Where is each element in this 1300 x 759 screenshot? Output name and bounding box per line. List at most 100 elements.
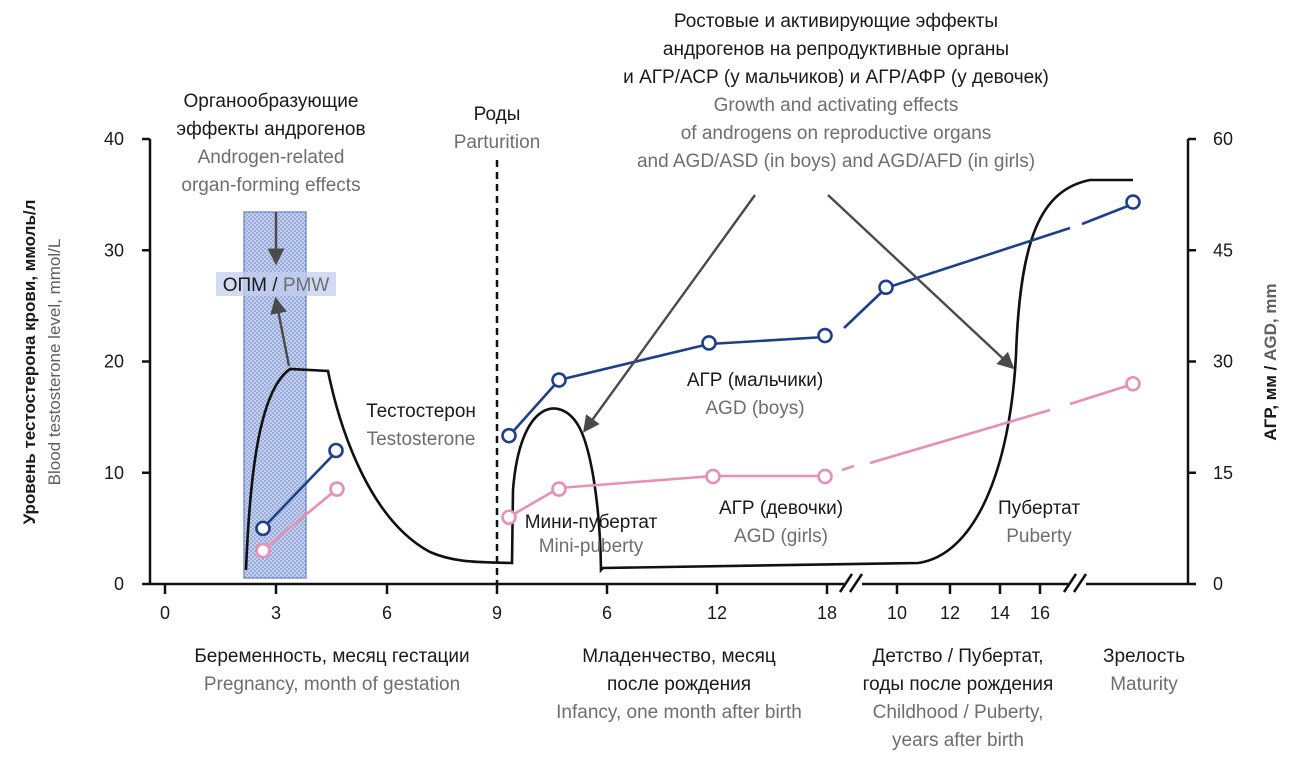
x-tick-label: 16 bbox=[1030, 603, 1050, 623]
right-tick-label: 60 bbox=[1213, 129, 1233, 149]
svg-text:Maturity: Maturity bbox=[1110, 674, 1178, 695]
svg-text:Puberty: Puberty bbox=[1006, 526, 1072, 547]
svg-text:Органообразующие: Органообразующие bbox=[184, 91, 359, 112]
agd-girls-point bbox=[255, 542, 271, 559]
agd-boys-point bbox=[501, 427, 517, 444]
left-tick-label: 40 bbox=[104, 129, 124, 149]
arrow-from-pmw bbox=[270, 296, 291, 367]
agd-boys-point bbox=[1125, 194, 1141, 210]
svg-text:и АГР/АСР (у мальчиков) и АГР/: и АГР/АСР (у мальчиков) и АГР/АФР (у дев… bbox=[623, 67, 1049, 88]
svg-text:АГР, мм / AGD, mm: АГР, мм / AGD, mm bbox=[1261, 283, 1280, 440]
agd-girls-points bbox=[255, 375, 1141, 559]
section-infancy: Младенчество, месяц после рождения Infan… bbox=[556, 646, 802, 723]
svg-text:андрогенов на репродуктивные о: андрогенов на репродуктивные органы bbox=[663, 39, 1009, 60]
x-tick-label: 3 bbox=[271, 603, 281, 623]
right-tick-label: 30 bbox=[1213, 352, 1233, 372]
agd-boys-point bbox=[878, 279, 894, 296]
svg-text:Infancy, one month after birth: Infancy, one month after birth bbox=[556, 702, 802, 723]
left-axis-title: Уровень тестостерона крови, ммоль/л Bloo… bbox=[20, 200, 64, 525]
x-tick-label: 9 bbox=[492, 603, 502, 623]
svg-text:years after birth: years after birth bbox=[892, 730, 1024, 751]
x-tick-label: 12 bbox=[707, 603, 727, 623]
svg-text:Growth and activating effects: Growth and activating effects bbox=[714, 95, 959, 116]
svg-text:Младенчество, месяц: Младенчество, месяц bbox=[582, 646, 776, 667]
agd-boys-point bbox=[255, 520, 271, 537]
x-axis-ticks: 0 3 6 9 6 12 18 10 12 14 16 bbox=[160, 584, 1050, 623]
x-tick-label: 10 bbox=[887, 603, 907, 623]
right-axis-title-ru: АГР, мм bbox=[1261, 375, 1280, 441]
agd-girls-point bbox=[551, 481, 567, 497]
series-agd-boys bbox=[262, 202, 1134, 529]
x-tick-label: 6 bbox=[382, 603, 392, 623]
agd-girls-point bbox=[817, 468, 833, 485]
svg-text:Ростовые и активирующие эффект: Ростовые и активирующие эффекты bbox=[674, 11, 998, 32]
testosterone-curve bbox=[244, 178, 1133, 574]
svg-text:АГР (девочки): АГР (девочки) bbox=[719, 498, 843, 519]
label-agd-girls: АГР (девочки) AGD (girls) bbox=[719, 498, 843, 547]
label-testosterone: Тестостерон Testosterone bbox=[366, 401, 476, 450]
svg-text:ОПМ / PMW: ОПМ / PMW bbox=[223, 275, 330, 296]
x-tick-label: 12 bbox=[940, 603, 960, 623]
svg-text:Тестостерон: Тестостерон bbox=[366, 401, 476, 422]
annotation-parturition: Роды Parturition bbox=[454, 104, 541, 153]
x-tick-label: 18 bbox=[817, 603, 837, 623]
right-tick-label: 0 bbox=[1213, 574, 1223, 594]
svg-text:AGD (boys): AGD (boys) bbox=[705, 398, 804, 419]
svg-text:Пубертат: Пубертат bbox=[998, 498, 1080, 519]
svg-text:Mini-puberty: Mini-puberty bbox=[539, 536, 644, 557]
x-tick-label: 14 bbox=[990, 603, 1010, 623]
left-tick-label: 20 bbox=[104, 352, 124, 372]
right-axis-ticks: 0 15 30 45 60 bbox=[1188, 129, 1233, 594]
agd-girls-point bbox=[329, 481, 345, 497]
left-tick-label: 30 bbox=[104, 240, 124, 260]
left-axis-title-en: Blood testosterone level, mmol/L bbox=[45, 239, 64, 486]
section-childhood: Детство / Пубертат, годы после рождения … bbox=[863, 646, 1054, 751]
x-tick-label: 0 bbox=[160, 603, 170, 623]
label-puberty: Пубертат Puberty bbox=[998, 498, 1080, 547]
svg-text:годы после рождения: годы после рождения bbox=[863, 674, 1054, 695]
svg-text:Pregnancy, month of gestation: Pregnancy, month of gestation bbox=[204, 674, 460, 695]
svg-text:organ-forming effects: organ-forming effects bbox=[181, 175, 360, 196]
svg-text:of androgens on reproductive o: of androgens on reproductive organs bbox=[681, 123, 992, 144]
axis-breaks bbox=[838, 573, 1088, 593]
label-mini-puberty: Мини-пубертат Mini-puberty bbox=[525, 512, 658, 557]
svg-text:Testosterone: Testosterone bbox=[367, 429, 476, 450]
agd-girls-point bbox=[1125, 375, 1141, 392]
svg-text:and AGD/ASD (in boys) and AGD/: and AGD/ASD (in boys) and AGD/AFD (in gi… bbox=[637, 151, 1035, 172]
annotation-growth-effects: Ростовые и активирующие эффекты андроген… bbox=[623, 11, 1049, 172]
svg-text:Androgen-related: Androgen-related bbox=[198, 147, 345, 168]
right-axis-title-en: AGD, mm bbox=[1261, 283, 1280, 360]
svg-text:Parturition: Parturition bbox=[454, 132, 541, 153]
agd-boys-point bbox=[551, 372, 567, 388]
agd-girls-point bbox=[501, 509, 517, 526]
section-maturity: Зрелость Maturity bbox=[1103, 646, 1185, 695]
svg-text:после рождения: после рождения bbox=[607, 674, 751, 695]
x-tick-label: 6 bbox=[602, 603, 612, 623]
label-agd-boys: АГР (мальчики) AGD (boys) bbox=[687, 370, 823, 419]
annotation-arrows bbox=[267, 194, 1015, 433]
agd-girls-point bbox=[705, 468, 721, 485]
svg-text:Детство / Пубертат,: Детство / Пубертат, bbox=[872, 646, 1043, 667]
right-tick-label: 45 bbox=[1213, 240, 1233, 260]
left-axis-ticks: 0 10 20 30 40 bbox=[104, 129, 150, 594]
arrow-to-mini-puberty bbox=[583, 194, 756, 433]
left-tick-label: 10 bbox=[104, 463, 124, 483]
svg-text:Роды: Роды bbox=[474, 104, 521, 125]
svg-text:AGD (girls): AGD (girls) bbox=[734, 526, 828, 547]
left-tick-label: 0 bbox=[114, 574, 124, 594]
agd-boys-points bbox=[255, 194, 1141, 537]
series-agd-girls bbox=[262, 382, 1134, 552]
arrow-to-puberty bbox=[827, 194, 1015, 370]
right-axis-title: АГР, мм / AGD, mm bbox=[1261, 283, 1280, 440]
svg-text:Беременность, месяц гестации: Беременность, месяц гестации bbox=[194, 646, 469, 667]
svg-text:Мини-пубертат: Мини-пубертат bbox=[525, 512, 658, 533]
annotation-organ-forming: Органообразующие эффекты андрогенов Andr… bbox=[176, 91, 365, 196]
left-axis-title-ru: Уровень тестостерона крови, ммоль/л bbox=[20, 200, 39, 525]
agd-boys-point bbox=[817, 327, 833, 344]
svg-text:эффекты андрогенов: эффекты андрогенов bbox=[176, 119, 365, 140]
svg-text:Зрелость: Зрелость bbox=[1103, 646, 1185, 667]
agd-boys-point bbox=[328, 442, 344, 459]
right-tick-label: 15 bbox=[1213, 463, 1233, 483]
annotation-pmw: ОПМ / PMW bbox=[216, 272, 336, 296]
